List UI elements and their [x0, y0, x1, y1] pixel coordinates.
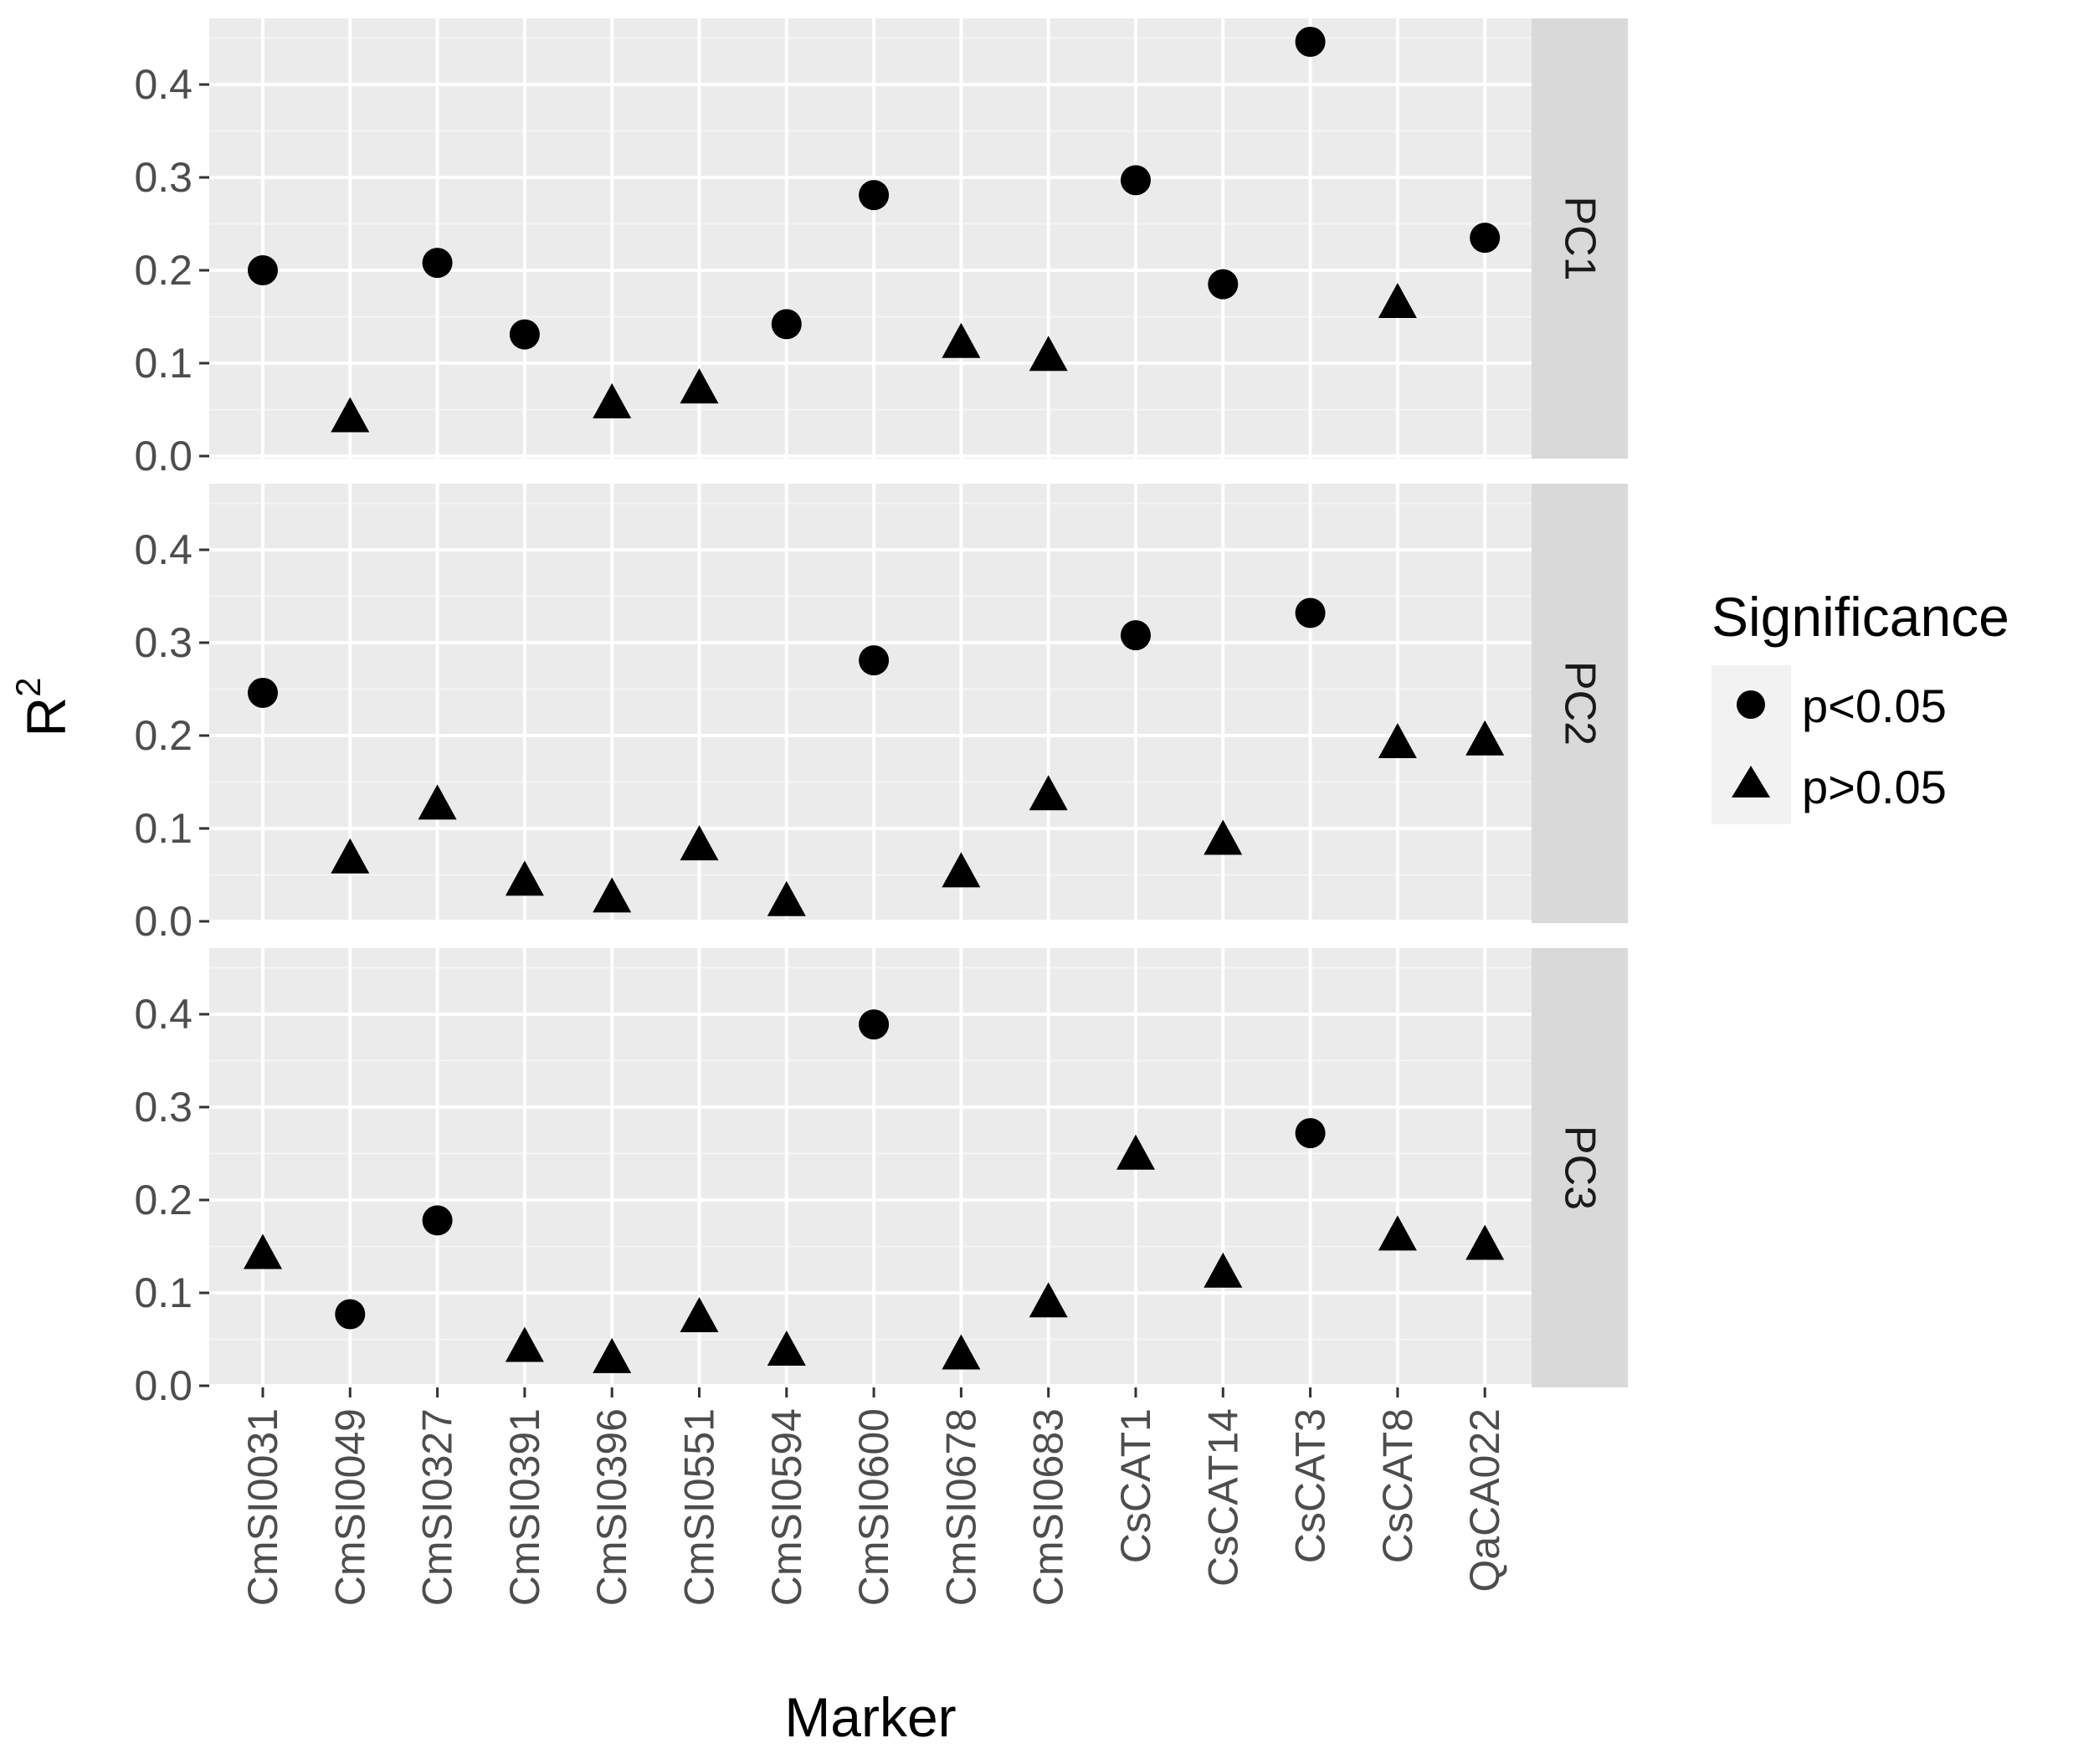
- x-tick-label: CsCAT1: [1112, 1408, 1159, 1563]
- facet-strip-label: PC2: [1556, 661, 1604, 746]
- data-point-circle: [422, 1205, 453, 1236]
- data-point-triangle: [767, 1331, 806, 1366]
- y-tick-label: 0.4: [134, 526, 192, 573]
- y-tick-label: 0.2: [134, 1177, 192, 1223]
- legend-title: Significance: [1712, 586, 2009, 648]
- data-point-triangle: [680, 368, 719, 404]
- legend-label-circle: p<0.05: [1802, 679, 1947, 732]
- data-point-triangle: [1204, 1252, 1243, 1288]
- data-point-circle: [859, 180, 890, 211]
- data-point-triangle: [1378, 723, 1417, 759]
- y-tick-label: 0.3: [134, 1084, 192, 1131]
- data-point-triangle: [244, 1233, 282, 1269]
- data-point-triangle: [505, 860, 544, 896]
- data-point-triangle: [1378, 1215, 1417, 1251]
- x-tick-label: CsCAT3: [1287, 1408, 1334, 1563]
- x-tick-label: CmSI0594: [763, 1408, 810, 1606]
- y-axis-title-main: R: [15, 697, 77, 737]
- facet-strip: [1532, 948, 1628, 1387]
- x-tick-label: CmSI0551: [676, 1408, 723, 1606]
- data-point-triangle: [593, 382, 632, 418]
- y-tick-label: 0.4: [134, 61, 192, 108]
- x-tick-label: CsCAT14: [1199, 1408, 1246, 1587]
- x-axis-title: Marker: [784, 1686, 956, 1748]
- data-point-circle: [248, 255, 278, 285]
- data-point-triangle: [331, 397, 370, 433]
- data-point-triangle: [593, 1337, 632, 1373]
- data-point-triangle: [1378, 283, 1417, 319]
- data-point-triangle: [418, 784, 457, 820]
- data-point-circle: [422, 248, 453, 279]
- y-tick-label: 0.1: [134, 340, 192, 387]
- legend: Significance p<0.05 p>0.05: [1712, 586, 2009, 824]
- y-tick-label: 0.0: [134, 898, 192, 945]
- y-tick-label: 0.3: [134, 619, 192, 666]
- data-point-circle: [1121, 620, 1151, 651]
- data-point-triangle: [1029, 775, 1068, 811]
- facet-strip: [1532, 18, 1628, 459]
- data-point-triangle: [1465, 1224, 1505, 1260]
- data-point-triangle: [680, 825, 719, 861]
- data-point-triangle: [505, 1326, 544, 1362]
- x-tick-label: CsCAT8: [1374, 1408, 1421, 1563]
- legend-key-triangle: [1732, 766, 1770, 797]
- facet-strip-label: PC3: [1556, 1126, 1604, 1210]
- data-point-circle: [1295, 1118, 1326, 1149]
- x-tick-label: QaCA022: [1461, 1408, 1508, 1592]
- legend-key-circle: [1737, 690, 1765, 719]
- y-axis-title-superscript: 2: [8, 677, 48, 696]
- facets-layer: 0.00.10.20.30.4PC10.00.10.20.30.4PC20.00…: [134, 18, 1628, 1409]
- x-tick-label: CmSI0683: [1025, 1408, 1072, 1606]
- data-point-circle: [859, 645, 890, 676]
- x-tick-label: CmSI0678: [937, 1408, 984, 1606]
- facet-pc2: 0.0 0.1 0.2 0.3 0.4 PC2: [134, 484, 1628, 945]
- legend-label-triangle: p>0.05: [1802, 761, 1947, 813]
- y-tick-label: 0.3: [134, 154, 192, 201]
- x-tick-label: CmSI0049: [326, 1408, 373, 1606]
- facet-pc3: 0.0 0.1 0.2 0.3 0.4 PC3: [134, 948, 1628, 1409]
- data-point-circle: [1295, 597, 1326, 628]
- data-point-triangle: [680, 1297, 719, 1333]
- data-point-triangle: [1204, 819, 1243, 855]
- x-tick-label: CmSI0600: [850, 1408, 897, 1606]
- facet-strip: [1532, 484, 1628, 923]
- y-axis-title: R2: [8, 677, 77, 736]
- data-point-circle: [1470, 223, 1501, 254]
- x-axis: CmSI0031 CmSI0049 CmSI0327 CmSI0391 CmSI0396…: [239, 1387, 1508, 1606]
- data-point-triangle: [942, 1334, 981, 1370]
- x-tick-label: CmSI0391: [501, 1408, 548, 1606]
- data-point-triangle: [767, 880, 806, 916]
- data-point-triangle: [1116, 1134, 1155, 1170]
- data-point-circle: [859, 1009, 890, 1040]
- data-point-circle: [771, 309, 802, 340]
- data-point-triangle: [1465, 720, 1505, 756]
- data-point-triangle: [942, 852, 981, 888]
- data-point-triangle: [331, 838, 370, 874]
- data-point-circle: [335, 1299, 366, 1330]
- x-tick-label: CmSI0396: [588, 1408, 635, 1606]
- x-tick-label: CmSI0031: [239, 1408, 286, 1606]
- data-point-triangle: [1029, 1282, 1068, 1318]
- data-point-circle: [509, 319, 540, 350]
- x-tick-label: CmSI0327: [414, 1408, 461, 1606]
- data-point-triangle: [593, 877, 632, 913]
- data-point-circle: [1208, 269, 1239, 300]
- y-tick-label: 0.2: [134, 712, 192, 759]
- facet-pc1: 0.0 0.1 0.2 0.3 0.4 PC1: [134, 18, 1628, 479]
- y-tick-label: 0.1: [134, 1269, 192, 1316]
- y-tick-label: 0.4: [134, 991, 192, 1038]
- data-point-circle: [1121, 165, 1151, 196]
- data-point-triangle: [1029, 336, 1068, 372]
- data-point-triangle: [942, 322, 981, 358]
- y-tick-label: 0.1: [134, 805, 192, 852]
- y-tick-label: 0.0: [134, 433, 192, 479]
- facet-strip-label: PC1: [1556, 196, 1604, 280]
- y-tick-label: 0.2: [134, 247, 192, 294]
- data-point-circle: [248, 677, 278, 708]
- data-point-circle: [1295, 26, 1326, 57]
- y-tick-label: 0.0: [134, 1362, 192, 1409]
